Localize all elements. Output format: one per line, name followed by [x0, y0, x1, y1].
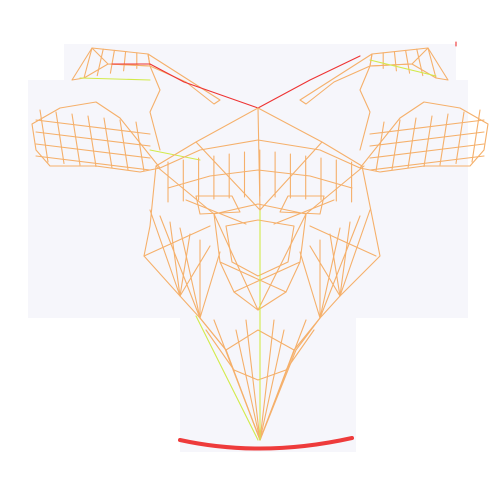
- horn-right-rung: [393, 51, 397, 72]
- brow-band: [159, 139, 361, 169]
- cheek-left-fan: [169, 221, 181, 297]
- ear-left-rung: [103, 117, 113, 169]
- cheek-right-fan: [339, 221, 351, 297]
- backdrop-panel-middle: [28, 80, 468, 318]
- ear-right-rail: [369, 131, 485, 147]
- mesh-edge: [411, 47, 429, 65]
- horn-right-rung: [427, 47, 437, 79]
- jaw-band: [199, 317, 321, 351]
- chin-line: [245, 319, 261, 441]
- ear-right-rung: [391, 119, 401, 171]
- ear-right-rung: [423, 115, 433, 168]
- mesh-edge: [185, 199, 247, 225]
- mesh-edge: [91, 47, 109, 65]
- ear-left-outline: [31, 101, 161, 173]
- cheek-left-fan: [179, 233, 191, 297]
- mesh-edge: [155, 165, 215, 215]
- chin-line: [259, 329, 285, 441]
- floor-arc: [178, 436, 354, 451]
- mesh-edge: [305, 165, 365, 215]
- mesh-edge: [213, 213, 259, 311]
- horn-left-outline: [71, 47, 221, 105]
- chin-line: [213, 319, 261, 441]
- cheek-left-fan: [179, 245, 211, 297]
- ear-left-rung: [71, 113, 81, 166]
- cheek-right-fan: [299, 251, 321, 319]
- ear-right-rung: [439, 113, 449, 166]
- ear-right-rail: [369, 119, 485, 135]
- ear-left-rail: [35, 155, 151, 171]
- cheek-right-fan: [329, 233, 341, 297]
- horn-right-rung: [416, 48, 424, 77]
- mesh-edge: [257, 213, 307, 311]
- chin-line: [235, 329, 261, 441]
- horn-left-rung: [96, 48, 104, 77]
- cheek-right-fan: [309, 245, 341, 297]
- cheek-left-fan: [179, 227, 201, 319]
- ear-left-rail: [35, 119, 151, 135]
- ear-left-rung: [135, 121, 145, 172]
- horn-right-outline: [299, 47, 449, 105]
- cheek-left-fan: [199, 251, 221, 319]
- nose-bridge: [257, 107, 261, 211]
- mesh-edge: [259, 141, 323, 211]
- muzzle-inner: [225, 219, 295, 277]
- ear-right-rail: [369, 143, 485, 159]
- ear-right-rung: [407, 117, 417, 169]
- mesh-edge: [219, 261, 287, 293]
- ear-left-rung: [55, 111, 65, 165]
- ear-right-rung: [375, 121, 385, 172]
- brow-band-lower: [167, 169, 353, 189]
- jaw-band-lower: [205, 329, 315, 381]
- ear-right-rung: [455, 111, 465, 165]
- mesh-edge: [309, 225, 377, 257]
- horn-left-rung: [109, 49, 115, 74]
- horn-left-rung: [123, 51, 127, 72]
- ear-left-rail: [35, 131, 151, 147]
- chin-line: [259, 319, 275, 441]
- mesh-edge: [233, 261, 301, 293]
- mesh-edge: [143, 225, 211, 257]
- horn-left-rung: [83, 47, 93, 79]
- horn-right-ridge: [257, 55, 361, 109]
- cheek-left-fan: [149, 209, 181, 297]
- horn-left-highlight: [79, 77, 151, 81]
- eye-right: [279, 195, 325, 215]
- wireframe-mesh: [31, 41, 489, 441]
- cheek-left-fan: [159, 215, 201, 319]
- chin-line: [259, 319, 307, 441]
- ear-right-outline: [359, 101, 489, 173]
- horn-left-ridge: [111, 63, 259, 109]
- cheek-right-fan: [319, 215, 361, 319]
- ear-left-rail: [35, 143, 151, 159]
- cheek-right-fan: [319, 227, 341, 319]
- cheek-right-fan: [339, 209, 371, 297]
- eye-left: [195, 195, 241, 215]
- mesh-edge: [195, 141, 261, 211]
- ear-left-rung: [39, 109, 49, 163]
- ear-right-rung: [471, 109, 481, 163]
- chin-left-highlight: [195, 315, 259, 441]
- ear-left-rung: [119, 119, 129, 171]
- mesh-edge: [273, 199, 335, 225]
- ear-left-rung: [87, 115, 97, 168]
- ear-right-rail: [369, 155, 485, 171]
- horn-right-highlight: [369, 59, 437, 77]
